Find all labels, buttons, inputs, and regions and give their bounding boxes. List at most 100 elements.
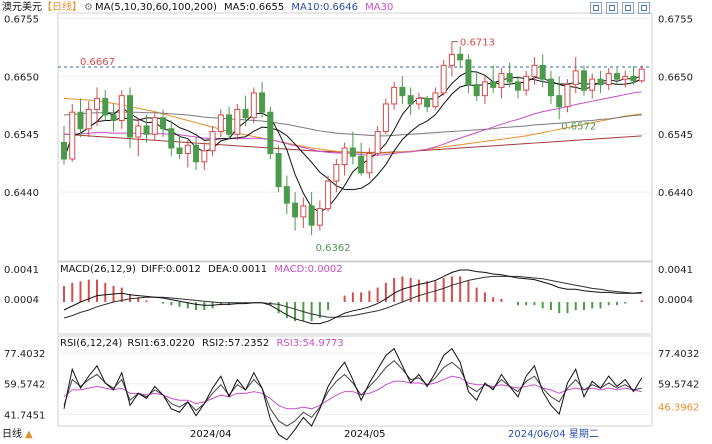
candle-body [465,59,472,86]
rsi3-value: RSI3:54.9773 [276,338,344,349]
layout-icon [609,5,615,11]
macd-tick-right: 0.0004 [658,295,693,306]
candle-body [531,64,538,77]
layout-button[interactable] [606,2,618,14]
candle-body [605,73,612,86]
window-icon [625,5,631,11]
candle-body [448,53,455,66]
high-price-label: 0.6713 [460,38,495,49]
candle-body [440,64,447,94]
macd-dea-line [63,275,642,319]
macd-panel-frame [57,261,653,335]
candle-body [432,92,439,108]
date-label-apr: 2024/04 [190,429,232,440]
macd-diff-line [63,269,642,325]
candle-body [184,144,191,155]
candle-body [209,130,216,152]
candle-body [399,86,406,97]
symbol-label: 澳元美元 [2,2,42,13]
period-selector-label: 日线 [2,429,22,440]
candle-body [424,97,431,108]
candle-body [77,111,84,130]
candle-body [366,153,373,174]
ref-price-label: 0.6667 [80,57,115,68]
rsi-label: RSI(6,12,24) [60,338,123,349]
candle-body [143,125,150,135]
candle-body [580,70,587,91]
candle-body [250,92,257,119]
macd-header: MACD(26,12,9) DIFF:0.0012 DEA:0.0011 MAC… [60,264,343,276]
candle-body [523,75,530,91]
candle-body [358,155,365,174]
candle-body [135,125,142,138]
candle-body [473,84,480,97]
candle-body [481,81,488,97]
price-tick-left: 0.6755 [4,15,39,26]
period-button[interactable]: 【日线】 [42,2,82,13]
candle-body [514,81,521,91]
candle-body [69,111,76,160]
candle-body [193,144,200,163]
candle-body [498,73,505,88]
caret-up-icon: ▲ [25,429,33,440]
candle-body [382,103,389,132]
rsi2-value: RSI2:57.2352 [201,338,270,349]
candle-body [226,114,233,135]
candle-body [547,78,554,97]
price-tick-right: 0.6440 [658,188,693,199]
macd-tick-left: 0.0041 [4,265,39,276]
candle-body [407,95,414,105]
rsi-tick-left: 41.7451 [4,410,45,421]
candle-body [176,147,183,155]
macd-tick-left: 0.0004 [4,295,39,306]
candle-body [325,180,332,210]
grid-icon [593,5,599,11]
candle-body [374,130,381,155]
macd-dea-value: DEA:0.0011 [208,264,268,275]
rsi-panel-frame [57,335,653,427]
candle-body [490,81,497,88]
grid-toggle-button[interactable] [590,2,602,14]
price-tick-left: 0.6545 [4,130,39,141]
candle-body [201,150,208,163]
candle-body [506,73,513,83]
candle-body [283,186,290,204]
candle-body [259,92,266,113]
candle-body [168,128,175,149]
ma30-value: MA30 [365,2,394,13]
rsi-tick-left: 59.5742 [4,380,45,391]
candle-body [151,117,158,135]
candle-body [341,147,348,166]
cursor-date-label: 2024/06/04 星期二 [508,429,599,440]
rsi-tick-right: 77.4032 [658,349,699,360]
candle-body [564,84,571,108]
candle-body [316,208,323,226]
candle-body [61,142,67,160]
candle-body [308,205,315,226]
candle-body [391,86,398,105]
rsi-tick-right: 59.5742 [658,380,699,391]
price-tick-left: 0.6440 [4,188,39,199]
window-button[interactable] [622,2,634,14]
candle-body [160,117,167,130]
candle-body [292,202,299,218]
candle-body [267,111,274,155]
candle-body [622,75,629,80]
candle-body [589,78,596,91]
settings-icon[interactable]: ⚙ [84,2,93,13]
ma-label: MA(5,10,30,60,100,200) [94,2,217,13]
price-panel-frame [57,12,653,262]
maximize-button[interactable] [638,2,650,14]
macd-tick-right: 0.0041 [658,265,693,276]
candle-body [275,153,282,188]
candle-body [613,73,620,80]
candle-body [638,68,645,82]
candle-body [242,108,249,119]
rsi-header: RSI(6,12,24) RSI1:63.0220 RSI2:57.2352 R… [60,338,344,350]
period-selector[interactable]: 日线 ▲ [2,429,33,441]
candle-body [415,97,422,105]
candle-body [630,75,637,82]
candle-body [597,78,604,86]
price-tick-right: 0.6545 [658,130,693,141]
